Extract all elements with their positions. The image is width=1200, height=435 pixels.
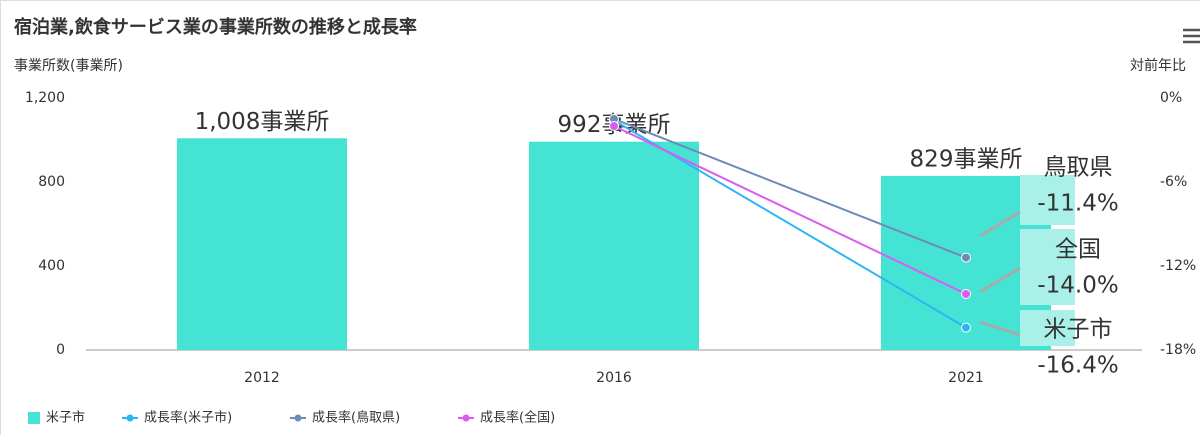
legend-label: 成長率(全国) <box>480 410 555 426</box>
bar-value-label: 829事業所 <box>910 146 1023 172</box>
legend-swatch <box>294 414 302 422</box>
y2-axis-label: 対前年比 <box>1130 57 1186 74</box>
line-point <box>961 289 971 299</box>
legend-swatch <box>126 414 134 422</box>
annotation-name: 全国 <box>1055 237 1101 263</box>
chart-title: 宿泊業,飲食サービス業の事業所数の推移と成長率 <box>14 16 417 38</box>
annotation-connector <box>979 320 1021 337</box>
y-tick-label: 400 <box>38 258 65 274</box>
line-point <box>961 322 971 333</box>
line-point <box>961 252 971 263</box>
y-tick-label: 1,200 <box>25 90 65 106</box>
x-tick-label: 2012 <box>244 370 280 386</box>
bar <box>177 138 347 350</box>
y-tick-label: 0 <box>56 342 65 358</box>
annotation-box <box>1020 229 1075 305</box>
annotation-box <box>1020 175 1075 225</box>
legend-label: 成長率(鳥取県) <box>312 410 400 426</box>
y2-tick-label: -18% <box>1160 342 1196 358</box>
annotation-value: -14.0% <box>1037 273 1118 299</box>
legend-swatch <box>28 412 40 424</box>
annotation-name: 鳥取県 <box>1044 155 1113 181</box>
y-tick-label: 800 <box>38 174 65 190</box>
y2-tick-label: -6% <box>1160 174 1187 190</box>
line <box>613 118 967 259</box>
line <box>613 125 967 295</box>
annotation-value: -16.4% <box>1037 353 1118 379</box>
legend-label: 米子市 <box>46 410 85 426</box>
menu-icon[interactable] <box>1183 28 1200 44</box>
bar <box>529 141 699 350</box>
y2-tick-label: -12% <box>1160 258 1196 274</box>
x-tick-label: 2021 <box>948 370 984 386</box>
annotation-connector <box>979 266 1021 294</box>
annotation-box <box>1020 310 1075 346</box>
annotation-value: -11.4% <box>1037 191 1118 217</box>
x-tick-label: 2016 <box>596 370 632 386</box>
legend-swatch <box>462 414 470 422</box>
y-axis-label: 事業所数(事業所) <box>14 58 123 74</box>
bar-value-label: 1,008事業所 <box>195 109 330 135</box>
annotation-connector <box>979 210 1021 238</box>
y2-tick-label: 0% <box>1160 90 1182 106</box>
annotation-name: 米子市 <box>1044 317 1113 343</box>
legend-label: 成長率(米子市) <box>144 410 232 426</box>
line-point <box>609 121 619 131</box>
